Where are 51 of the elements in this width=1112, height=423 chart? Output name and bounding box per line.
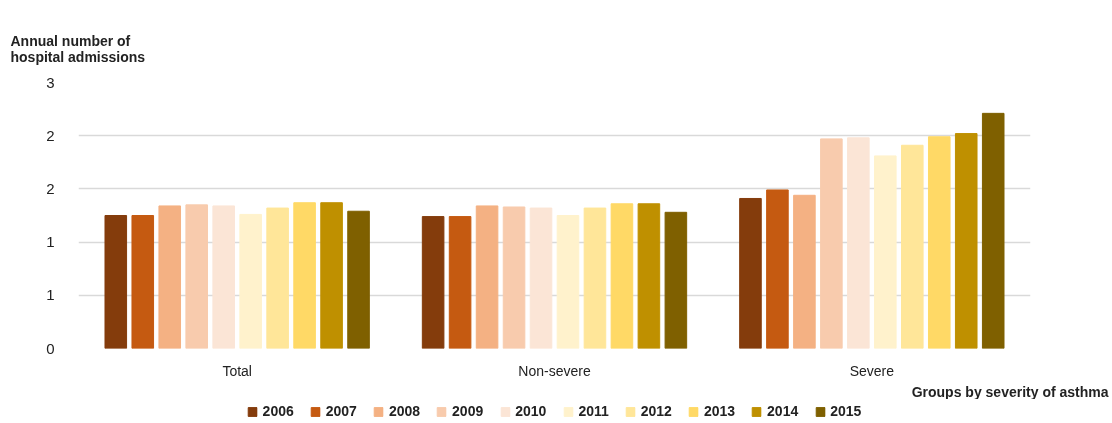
bar <box>954 133 978 349</box>
bar <box>529 207 553 349</box>
bar <box>556 215 580 349</box>
legend-label: 2010 <box>515 403 547 419</box>
legend-label: 2007 <box>325 403 357 419</box>
legend-label: 2009 <box>452 403 484 419</box>
y-tick-label: 0 <box>46 339 55 357</box>
y-tick-label: 1 <box>46 286 55 304</box>
bar <box>664 211 688 349</box>
bar <box>820 138 843 349</box>
x-axis-title: Groups by severity of asthma <box>911 383 1109 400</box>
bar <box>293 202 316 349</box>
y-axis-title: Annual number of hospital admissions <box>10 32 146 65</box>
legend-label: 2015 <box>830 403 862 419</box>
y-tick-label: 2 <box>46 179 55 197</box>
x-tick-label: Severe <box>849 362 895 379</box>
bar <box>874 155 897 349</box>
bar <box>158 205 182 349</box>
bar <box>239 213 262 349</box>
y-tick-label: 3 <box>46 73 55 91</box>
y-tick-label: 2 <box>46 126 55 144</box>
bar <box>583 207 607 349</box>
bar <box>766 189 789 349</box>
bar <box>421 216 445 349</box>
bar <box>212 205 235 349</box>
bar <box>502 206 526 349</box>
legend-label: 2013 <box>703 403 736 419</box>
legend-label: 2008 <box>388 403 421 419</box>
bar <box>927 136 951 349</box>
bar <box>131 215 155 349</box>
legend-label: 2014 <box>767 403 799 419</box>
x-tick-label: Total <box>222 362 252 379</box>
bar <box>475 205 499 349</box>
bar <box>320 202 343 349</box>
bar <box>847 137 870 349</box>
legend-label: 2011 <box>578 403 609 419</box>
bar <box>793 194 816 349</box>
bar <box>347 210 370 349</box>
bar <box>981 112 1005 349</box>
bar <box>739 197 762 349</box>
bar <box>266 207 289 349</box>
y-tick-label: 1 <box>46 233 55 251</box>
bar <box>610 203 634 349</box>
legend-label: 2012 <box>640 403 672 419</box>
bar <box>637 203 661 349</box>
legend-label: 2006 <box>262 403 294 419</box>
bar <box>901 144 924 349</box>
bar <box>448 216 472 349</box>
x-tick-label: Non-severe <box>518 362 591 379</box>
bar <box>185 204 208 349</box>
bar <box>104 215 128 349</box>
